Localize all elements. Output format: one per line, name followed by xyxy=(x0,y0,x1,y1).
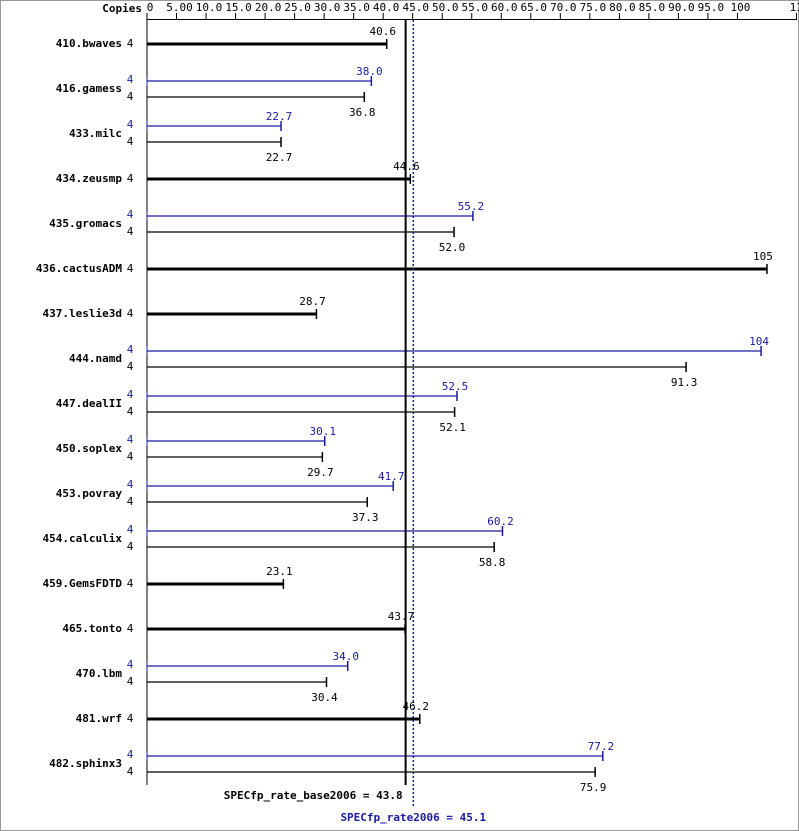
copies-label: 4 xyxy=(127,658,134,671)
benchmark-name: 435.gromacs xyxy=(49,217,122,230)
x-tick-label: 65.0 xyxy=(521,1,548,14)
copies-label: 4 xyxy=(127,540,134,553)
value-label: 40.6 xyxy=(369,25,396,38)
copies-label: 4 xyxy=(127,405,134,418)
benchmark-name: 410.bwaves xyxy=(56,37,122,50)
copies-label: 4 xyxy=(127,225,134,238)
value-label: 43.7 xyxy=(388,610,415,623)
reference-label: SPECfp_rate2006 = 45.1 xyxy=(340,811,486,824)
value-label: 52.1 xyxy=(439,421,466,434)
benchmark-name: 433.milc xyxy=(69,127,122,140)
benchmark-name: 434.zeusmp xyxy=(56,172,123,185)
value-label: 105 xyxy=(753,250,773,263)
x-tick-label: 20.0 xyxy=(255,1,282,14)
x-tick-label: 55.0 xyxy=(462,1,489,14)
value-label: 37.3 xyxy=(352,511,379,524)
benchmark-name: 444.namd xyxy=(69,352,122,365)
benchmark-name: 482.sphinx3 xyxy=(49,757,122,770)
benchmark-name: 454.calculix xyxy=(43,532,123,545)
value-label: 22.7 xyxy=(266,110,293,123)
x-tick-label: 90.0 xyxy=(668,1,695,14)
benchmark-name: 447.dealII xyxy=(56,397,122,410)
copies-label: 4 xyxy=(127,360,134,373)
x-tick-label: 75.0 xyxy=(580,1,607,14)
copies-label: 4 xyxy=(127,577,134,590)
benchmark-name: 436.cactusADM xyxy=(36,262,122,275)
copies-label: 4 xyxy=(127,478,134,491)
value-label: 46.2 xyxy=(403,700,430,713)
value-label: 91.3 xyxy=(671,376,698,389)
benchmark-name: 481.wrf xyxy=(76,712,122,725)
copies-label: 4 xyxy=(127,135,134,148)
copies-label: 4 xyxy=(127,622,134,635)
value-label: 41.7 xyxy=(378,470,405,483)
x-tick-label: 30.0 xyxy=(314,1,341,14)
x-tick-label: 35.0 xyxy=(343,1,370,14)
x-tick-label: 70.0 xyxy=(550,1,577,14)
benchmark-name: 416.gamess xyxy=(56,82,122,95)
x-tick-label: 50.0 xyxy=(432,1,459,14)
copies-label: 4 xyxy=(127,675,134,688)
value-label: 52.5 xyxy=(442,380,469,393)
x-tick-label: 100 xyxy=(731,1,751,14)
x-tick-label: 15.0 xyxy=(225,1,252,14)
value-label: 23.1 xyxy=(266,565,293,578)
benchmark-name: 453.povray xyxy=(56,487,123,500)
x-tick-label: 5.00 xyxy=(166,1,193,14)
x-tick-label: 40.0 xyxy=(373,1,400,14)
copies-label: 4 xyxy=(127,262,134,275)
copies-label: 4 xyxy=(127,523,134,536)
value-label: 28.7 xyxy=(299,295,326,308)
value-label: 30.4 xyxy=(311,691,338,704)
copies-label: 4 xyxy=(127,208,134,221)
copies-label: 4 xyxy=(127,495,134,508)
x-tick-label: 10.0 xyxy=(196,1,223,14)
benchmark-name: 450.soplex xyxy=(56,442,123,455)
benchmark-name: 465.tonto xyxy=(62,622,122,635)
benchmark-name: 459.GemsFDTD xyxy=(43,577,123,590)
value-label: 55.2 xyxy=(458,200,485,213)
value-label: 77.2 xyxy=(588,740,615,753)
copies-label: 4 xyxy=(127,433,134,446)
value-label: 75.9 xyxy=(580,781,607,794)
benchmark-name: 470.lbm xyxy=(76,667,123,680)
copies-label: 4 xyxy=(127,73,134,86)
value-label: 36.8 xyxy=(349,106,376,119)
x-tick-label: 60.0 xyxy=(491,1,518,14)
copies-label: 4 xyxy=(127,307,134,320)
x-tick-label: 45.0 xyxy=(402,1,429,14)
copies-label: 4 xyxy=(127,343,134,356)
value-label: 34.0 xyxy=(333,650,360,663)
copies-label: 4 xyxy=(127,172,134,185)
value-label: 29.7 xyxy=(307,466,334,479)
value-label: 58.8 xyxy=(479,556,506,569)
x-tick-label: 85.0 xyxy=(639,1,666,14)
x-tick-label: 0 xyxy=(147,1,154,14)
copies-label: 4 xyxy=(127,765,134,778)
value-label: 52.0 xyxy=(439,241,466,254)
x-tick-label: 80.0 xyxy=(609,1,636,14)
copies-label: 4 xyxy=(127,388,134,401)
value-label: 22.7 xyxy=(266,151,293,164)
reference-label: SPECfp_rate_base2006 = 43.8 xyxy=(224,789,403,802)
copies-label: 4 xyxy=(127,37,134,50)
x-tick-label: 25.0 xyxy=(284,1,311,14)
copies-header: Copies xyxy=(102,2,142,15)
value-label: 30.1 xyxy=(309,425,336,438)
copies-label: 4 xyxy=(127,712,134,725)
x-tick-label: 95.0 xyxy=(698,1,725,14)
x-tick-label: 110 xyxy=(790,1,799,14)
copies-label: 4 xyxy=(127,450,134,463)
copies-label: 4 xyxy=(127,118,134,131)
value-label: 38.0 xyxy=(356,65,383,78)
copies-label: 4 xyxy=(127,90,134,103)
value-label: 104 xyxy=(749,335,769,348)
copies-label: 4 xyxy=(127,748,134,761)
value-label: 60.2 xyxy=(487,515,514,528)
benchmark-name: 437.leslie3d xyxy=(43,307,122,320)
